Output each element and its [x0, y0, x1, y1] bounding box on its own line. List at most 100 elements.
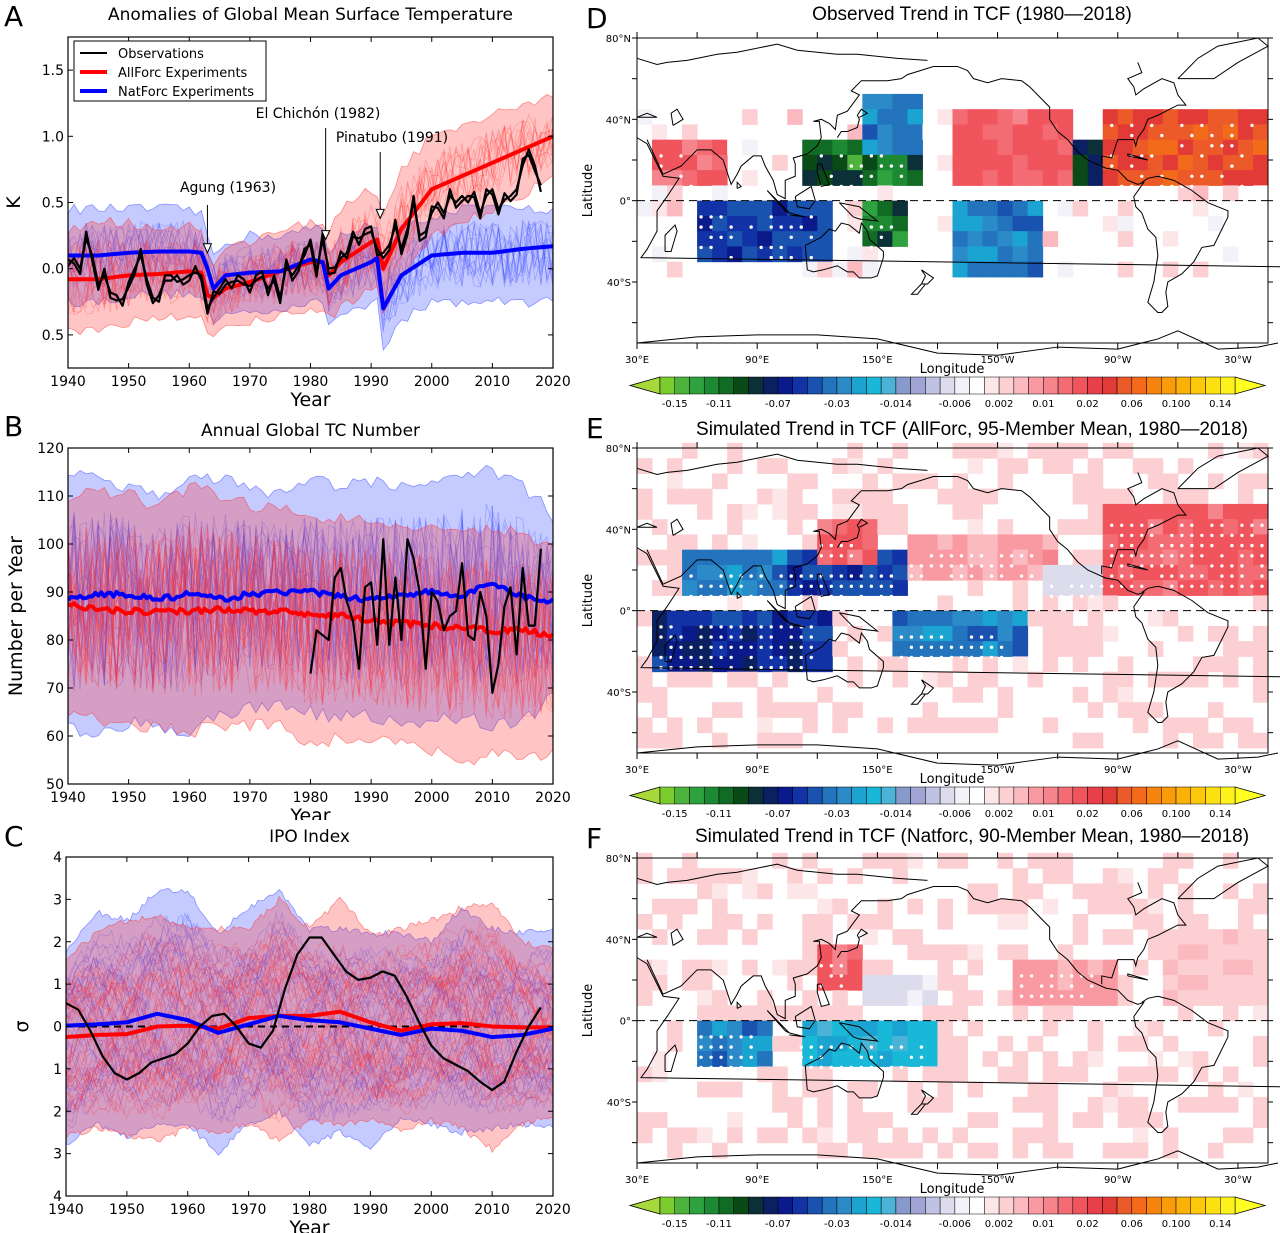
grid-cell: [1072, 732, 1089, 749]
grid-cell: [637, 852, 653, 869]
grid-cell: [832, 139, 848, 156]
y-tick-label: 50: [46, 777, 64, 793]
colorbar-tick-label: -0.11: [706, 399, 732, 410]
grid-cell: [802, 1127, 818, 1144]
panel-letter: F: [586, 822, 602, 855]
grid-cell: [937, 154, 953, 171]
coastline: [1177, 447, 1269, 490]
x-tick-label: 2000: [414, 374, 450, 390]
grid-cell: [1102, 124, 1119, 141]
grid-cell: [787, 109, 803, 125]
grid-cell: [802, 231, 818, 247]
grid-cell: [1222, 656, 1239, 673]
grid-cell: [1027, 564, 1044, 581]
grid-cell: [1222, 944, 1239, 961]
natforc-member-line: [68, 517, 553, 687]
grid-cell: [1087, 580, 1104, 596]
significance-dot: [959, 554, 964, 558]
x-axis-label: Year: [289, 805, 330, 820]
colorbar-swatch: [1161, 1196, 1177, 1215]
colorbar-tick-label: -0.006: [939, 809, 971, 820]
coastline: [794, 1005, 816, 1030]
grid-cell: [967, 1020, 984, 1037]
grid-cell: [1147, 139, 1164, 156]
colorbar-swatch: [703, 376, 720, 395]
significance-dot: [869, 154, 874, 158]
significance-dot: [859, 1065, 864, 1070]
grid-cell: [1117, 1096, 1134, 1113]
significance-dot: [729, 645, 733, 649]
grid-cell: [787, 503, 803, 520]
grid-cell: [922, 944, 938, 961]
grid-cell: [1042, 534, 1059, 551]
grid-cell: [1102, 898, 1119, 915]
grid-cell: [862, 580, 878, 596]
significance-dot: [839, 554, 844, 558]
grid-cell: [1072, 139, 1089, 156]
natforc-member-line: [68, 512, 553, 681]
grid-cell: [1012, 154, 1029, 171]
significance-dot: [829, 574, 834, 578]
grid-cell: [1072, 170, 1089, 186]
grid-cell: [967, 442, 984, 459]
grid-cell: [757, 246, 773, 263]
grid-cell: [997, 852, 1014, 869]
significance-dot: [1240, 564, 1244, 568]
significance-dot: [809, 574, 813, 578]
significance-dot: [919, 655, 924, 660]
grid-cell: [802, 1051, 818, 1067]
grid-cell: [1117, 139, 1134, 156]
coastline: [838, 1022, 880, 1042]
significance-dot: [869, 584, 874, 588]
significance-dot: [679, 635, 683, 639]
significance-dot: [839, 1065, 844, 1070]
grid-cell: [1222, 564, 1239, 581]
grid-cell: [817, 1096, 833, 1113]
grid-cell: [892, 1127, 908, 1144]
y-tick-label: 1: [53, 977, 62, 993]
significance-dot: [1250, 543, 1254, 548]
grid-cell: [1132, 1112, 1149, 1128]
grid-cell: [697, 170, 713, 186]
grid-cell: [1132, 124, 1149, 141]
grid-cell: [727, 1005, 743, 1022]
allforc-member-line: [66, 944, 553, 1100]
grid-cell: [667, 564, 683, 581]
significance-dot: [739, 584, 743, 588]
significance-dot: [1230, 543, 1234, 548]
grid-cell: [712, 231, 728, 247]
grid-cell: [712, 1035, 728, 1052]
grid-cell: [982, 231, 999, 247]
grid-cell: [1192, 656, 1209, 673]
allforc-member-line: [68, 529, 553, 720]
grid-cell: [1087, 1035, 1104, 1052]
grid-cell: [847, 944, 863, 961]
grid-cell: [1012, 974, 1029, 991]
grid-cell: [1087, 1051, 1104, 1067]
grid-cell: [982, 170, 999, 186]
grid-cell: [1177, 717, 1194, 734]
colorbar-tick-label: -0.11: [706, 809, 732, 820]
significance-dot: [939, 655, 944, 660]
grid-cell: [682, 564, 698, 581]
grid-cell: [1237, 1127, 1254, 1144]
colorbar-swatch: [1057, 1196, 1074, 1215]
grid-cell: [937, 1142, 953, 1159]
grid-cell: [952, 215, 969, 232]
lon-tick-label: 150°E: [862, 765, 892, 776]
grid-cell: [1102, 595, 1119, 612]
significance-dot: [829, 594, 834, 599]
grid-cell: [877, 1112, 893, 1128]
colorbar-swatch: [748, 376, 764, 395]
significance-dot: [759, 584, 763, 588]
coastline: [836, 518, 869, 548]
colorbar-swatch: [895, 1196, 911, 1215]
significance-dot: [1220, 523, 1224, 527]
significance-dot: [1230, 144, 1234, 148]
colorbar-swatch: [925, 1196, 941, 1215]
grid-cell: [1207, 519, 1224, 535]
grid-cell: [937, 1020, 953, 1037]
grid-cell: [1222, 1005, 1239, 1022]
coastline: [636, 453, 928, 475]
significance-dot: [929, 564, 934, 568]
